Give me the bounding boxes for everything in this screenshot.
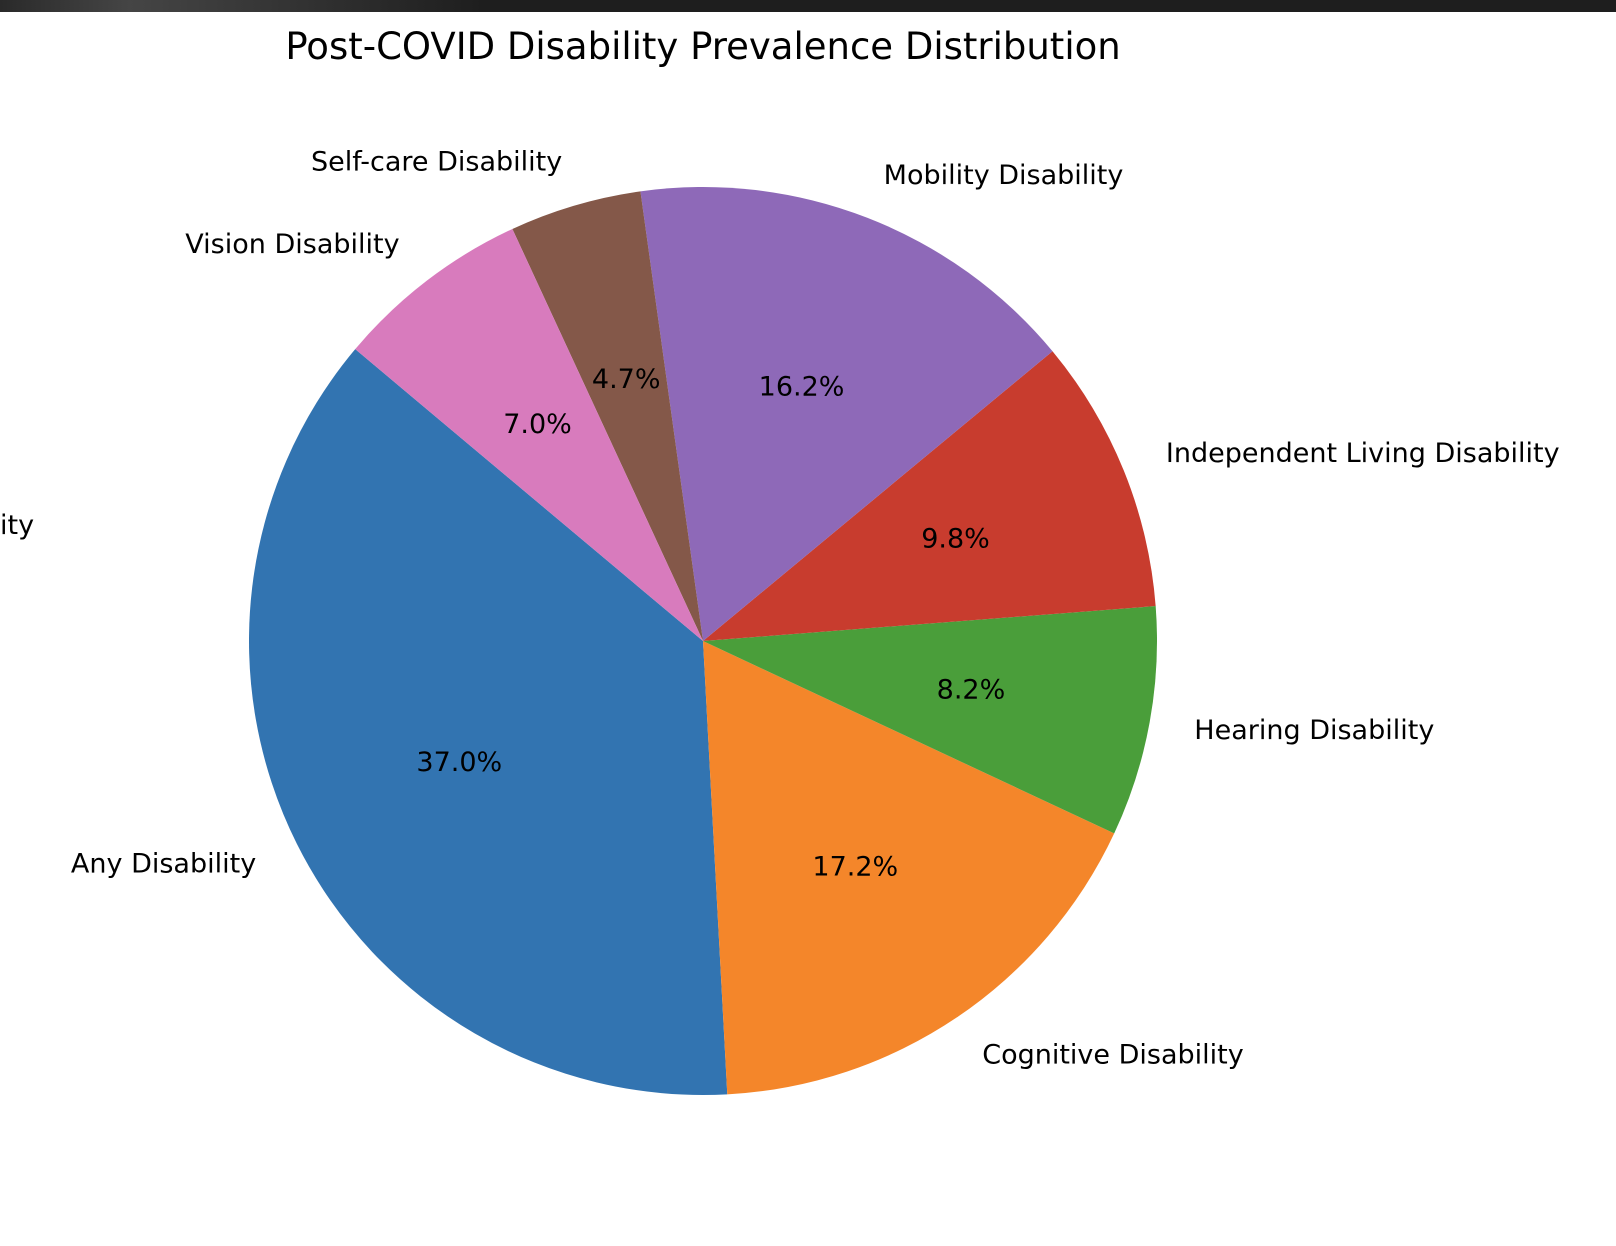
chart-title: Post-COVID Disability Prevalence Distrib…: [285, 25, 1120, 68]
pie-slice-cognitive-disability: [703, 641, 1115, 1095]
pie-slice-any-disability: [249, 349, 728, 1095]
pie-slice-vision-disability: [355, 228, 703, 641]
pie-percentage-label-any-disability: 37.0%: [416, 747, 502, 778]
pie-slices: [249, 187, 1157, 1095]
pie-slice-hearing-disability: [703, 606, 1157, 834]
clipped-category-label: ity: [0, 510, 34, 541]
pie-percentage-label-self-care-disability: 4.7%: [592, 364, 661, 395]
pie-chart-area: Post-COVID Disability Prevalence Distrib…: [0, 12, 1616, 1246]
pie-percentage-labels: 37.0% 17.2% 8.2% 9.8% 16.2% 4.7% 7.0%: [416, 364, 1005, 882]
pie-category-label-vision-disability: Vision Disability: [185, 229, 399, 260]
pie-percentage-label-mobility-disability: 16.2%: [759, 372, 845, 403]
pie-category-labels: Any Disability Cognitive Disability Hearin…: [71, 146, 1560, 1070]
pie-percentage-label-independent-living-disability: 9.8%: [921, 523, 990, 554]
pie-slice-independent-living-disability: [703, 351, 1156, 641]
pie-percentage-label-cognitive-disability: 17.2%: [812, 851, 898, 882]
pie-slice-mobility-disability: [640, 187, 1053, 642]
pie-percentage-label-vision-disability: 7.0%: [503, 409, 572, 440]
pie-category-label-hearing-disability: Hearing Disability: [1194, 715, 1434, 746]
pie-category-label-self-care-disability: Self-care Disability: [311, 146, 562, 177]
pie-category-label-any-disability: Any Disability: [71, 849, 256, 880]
pie-category-label-mobility-disability: Mobility Disability: [884, 160, 1124, 191]
pie-chart: Post-COVID Disability Prevalence Distrib…: [0, 25, 1560, 1095]
pie-category-label-independent-living-disability: Independent Living Disability: [1166, 438, 1560, 469]
pie-slice-self-care-disability: [512, 191, 703, 642]
pie-percentage-label-hearing-disability: 8.2%: [937, 674, 1006, 705]
window-top-strip: [0, 0, 1616, 12]
pie-category-label-cognitive-disability: Cognitive Disability: [982, 1040, 1244, 1071]
